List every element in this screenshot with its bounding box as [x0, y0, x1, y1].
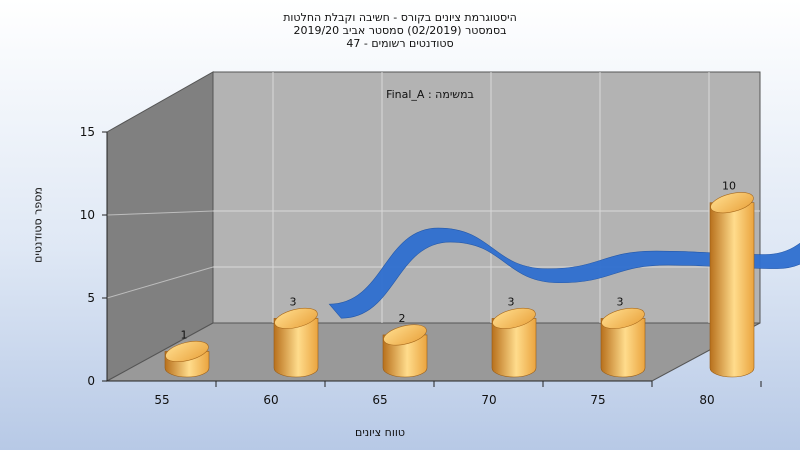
- gridline-side: [106, 266, 214, 299]
- back-wall: [212, 71, 761, 324]
- bar-body: [491, 318, 537, 378]
- bar-value-label: 2: [399, 312, 406, 325]
- x-tick-label: 55: [154, 393, 169, 407]
- x-tick-label: 60: [263, 393, 278, 407]
- bar-value-label: 1: [181, 328, 188, 341]
- bar-value-label: 10: [722, 180, 736, 193]
- y-tick-label: 0: [87, 374, 95, 388]
- y-tick-label: 10: [80, 208, 95, 222]
- bar-cap: [383, 324, 427, 346]
- bar-55: 1: [164, 328, 210, 378]
- x-tick-label: 70: [481, 393, 496, 407]
- bar-60: 3: [273, 295, 319, 378]
- x-tick-label: 75: [590, 393, 605, 407]
- bar-cap: [492, 307, 536, 329]
- x-tick-label: 80: [699, 393, 714, 407]
- bar-value-label: 3: [290, 295, 297, 308]
- chart-title-line-2: בסמסטר (02/2019) סמסטר אביב 2019/20: [293, 24, 507, 37]
- bar-body: [600, 318, 646, 378]
- bar-cap: [274, 307, 318, 329]
- y-tick-label: 15: [80, 125, 95, 139]
- chart-title-line-1: היסטוגרמת ציונים בקורס - חשיבה וקבלת החל…: [283, 11, 517, 24]
- bar-80: 10: [709, 180, 755, 378]
- chart-title-line-3: סטודנטים רשומים - 47: [346, 37, 454, 50]
- task-label: במשימה : Final_A: [386, 88, 474, 101]
- bar-cap: [601, 307, 645, 329]
- bar-70: 3: [491, 295, 537, 378]
- bar-body: [382, 334, 428, 378]
- x-tick-label: 65: [372, 393, 387, 407]
- bar-65: 2: [382, 312, 428, 378]
- x-axis-label: טווח ציונים: [355, 426, 405, 439]
- gridline-side: [106, 210, 214, 216]
- bar-body: [709, 202, 755, 378]
- bar-75: 3: [600, 295, 646, 378]
- bar-value-label: 3: [508, 295, 515, 308]
- bar-cap: [710, 192, 754, 214]
- y-tick-label: 5: [87, 291, 95, 305]
- distribution-curve: [328, 227, 800, 319]
- bar-value-label: 3: [617, 295, 624, 308]
- bar-cap: [165, 340, 209, 362]
- y-axis-label: מספר סטודנטים: [31, 187, 45, 263]
- bar-body: [273, 318, 319, 378]
